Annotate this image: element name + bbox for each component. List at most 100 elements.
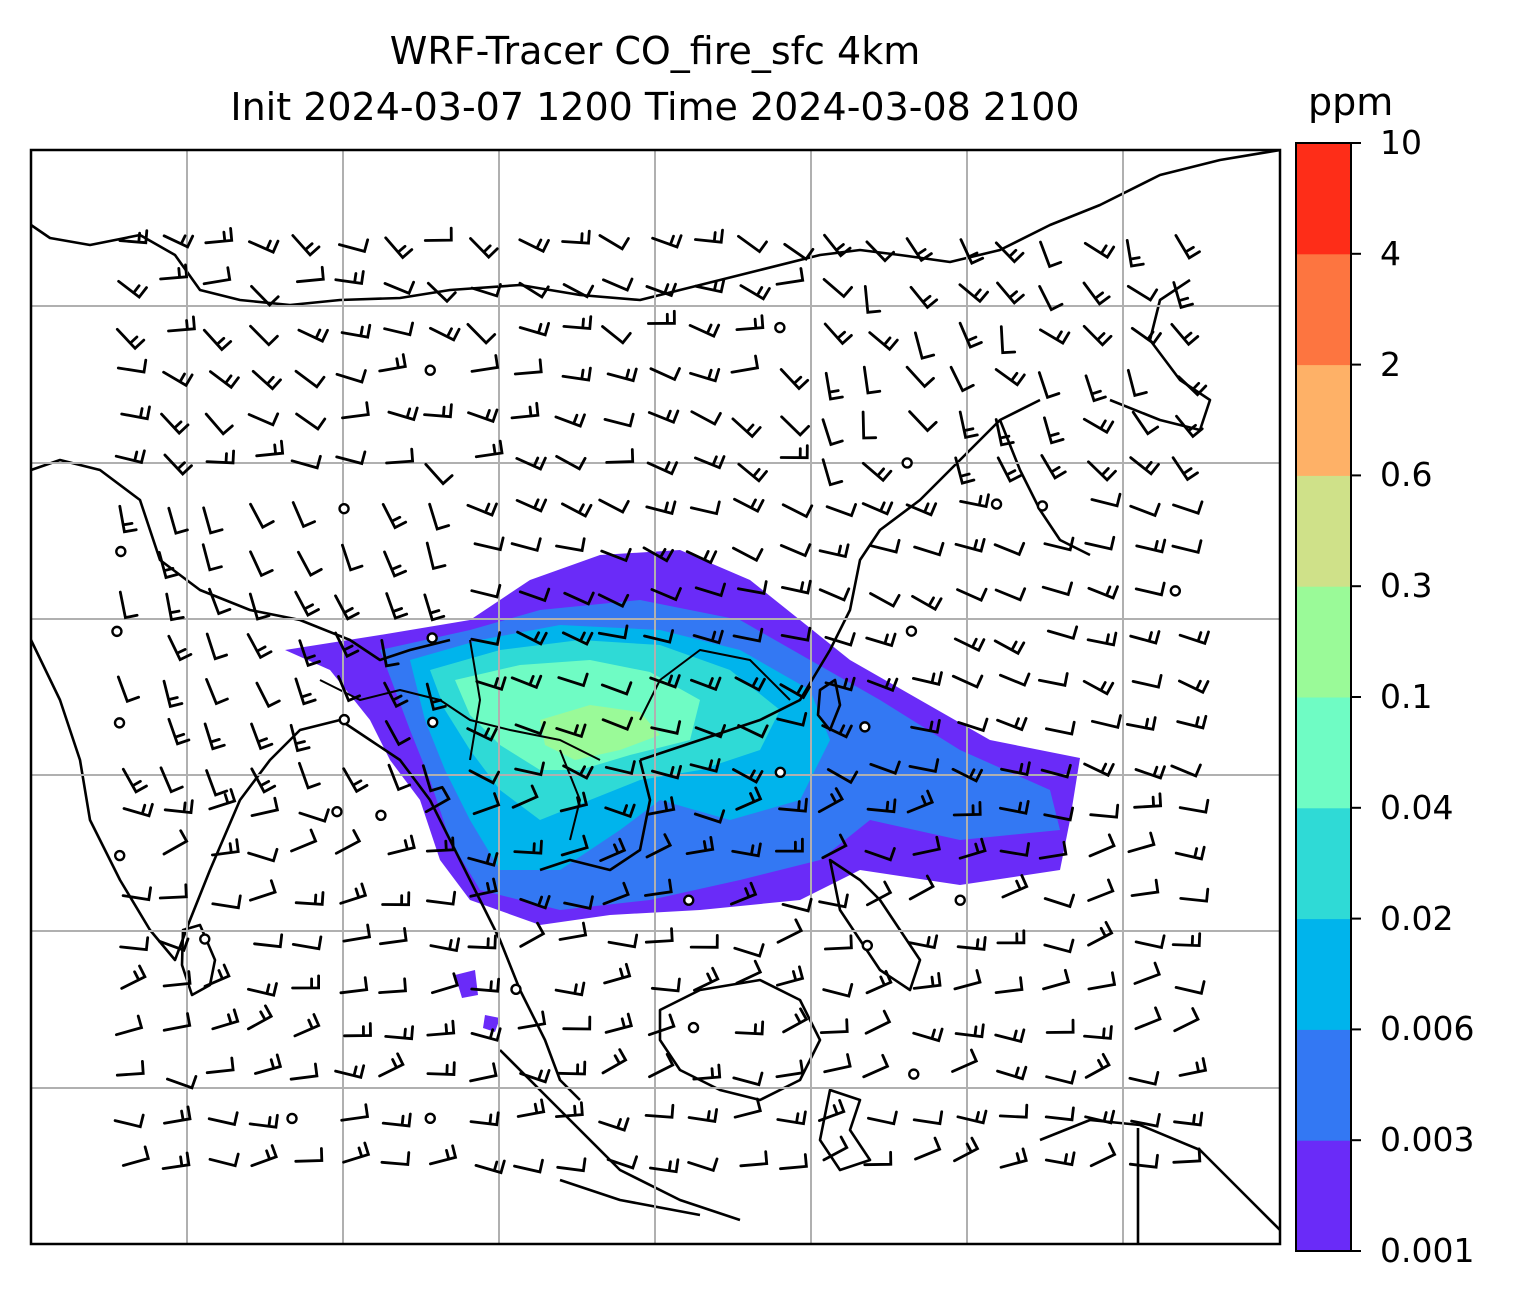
colorbar-segment: [1296, 253, 1351, 366]
wind-barb: [1040, 763, 1072, 779]
wind-barb: [1127, 831, 1156, 854]
wind-barb: [1128, 1071, 1160, 1086]
wind-barb: [510, 401, 540, 420]
wind-barb: [1039, 328, 1071, 346]
wind-barb: [248, 592, 271, 621]
wind-barb: [780, 415, 810, 437]
wind-barb: [647, 1013, 676, 1037]
wind-barb: [598, 1117, 630, 1132]
wind-barb: [1039, 240, 1063, 269]
wind-barb: [425, 836, 455, 853]
calm-wind-marker: [424, 1112, 436, 1125]
wind-barb: [1083, 762, 1115, 778]
wind-barb: [121, 767, 148, 794]
wind-barb: [116, 358, 148, 374]
calm-wind-marker: [113, 717, 126, 729]
wind-barb: [863, 1150, 893, 1167]
wind-barb: [906, 789, 935, 814]
wind-barb: [385, 447, 415, 465]
wind-barb: [867, 1110, 898, 1126]
wind-barb: [202, 266, 232, 286]
wind-barb: [423, 226, 453, 242]
wind-barb: [864, 1009, 892, 1035]
wind-barb: [297, 550, 323, 577]
wind-barb: [161, 1151, 191, 1170]
wind-barb: [823, 1053, 852, 1074]
colorbar-tick-label: 0.04: [1380, 787, 1454, 827]
wind-barb: [953, 637, 986, 653]
wind-barb: [473, 536, 505, 552]
calm-wind-marker: [687, 1021, 700, 1034]
wind-barb: [519, 1069, 551, 1084]
wind-barb: [600, 547, 632, 563]
wind-barb: [1178, 630, 1210, 646]
wind-barb: [335, 450, 367, 466]
wind-barb: [469, 1062, 498, 1083]
wind-barb: [515, 456, 547, 471]
wind-barb: [1042, 968, 1071, 991]
wind-barb: [601, 716, 634, 732]
wind-barb: [334, 631, 360, 659]
wind-barb: [563, 895, 594, 911]
coast-philippines: [828, 858, 922, 992]
wind-barb: [1090, 492, 1122, 508]
wind-barb: [1172, 281, 1194, 310]
wind-barb: [383, 681, 409, 709]
wind-barb: [644, 1103, 675, 1119]
wind-barb: [1130, 878, 1160, 897]
wind-barb: [562, 764, 594, 780]
wind-barb: [1082, 679, 1115, 696]
coast-sulawesi: [818, 1088, 872, 1172]
wind-barb: [817, 787, 845, 814]
wind-barb: [650, 977, 681, 993]
wind-barb: [294, 677, 317, 706]
wind-barb: [166, 1075, 198, 1090]
wind-barb: [1041, 581, 1073, 597]
colorbar-segment: [1296, 918, 1351, 1030]
wind-barb: [163, 1105, 192, 1125]
wind-barb: [554, 981, 586, 997]
wind-barb: [732, 1071, 764, 1087]
wind-barb: [163, 799, 194, 815]
wind-barb: [1083, 241, 1116, 260]
wind-barb: [996, 281, 1025, 305]
colorbar-tick-label: 4: [1380, 233, 1401, 273]
wind-barb: [648, 1052, 675, 1079]
wind-barb: [1087, 921, 1114, 947]
wind-barb: [340, 1103, 370, 1122]
wind-barb: [863, 285, 882, 314]
wind-barb: [202, 328, 233, 352]
wind-barb: [291, 974, 320, 990]
colorbar-tick-label: 0.003: [1380, 1120, 1475, 1160]
wind-barb: [204, 227, 234, 245]
wind-barb: [557, 672, 589, 688]
wind-barb: [597, 624, 629, 640]
wind-barb: [1131, 674, 1163, 689]
calm-wind-marker: [861, 939, 874, 952]
wind-barb: [381, 891, 411, 907]
wind-barb: [912, 1027, 944, 1043]
wind-barb: [999, 672, 1031, 687]
wind-barb: [343, 1022, 372, 1038]
wind-barb: [818, 1099, 846, 1122]
wind-barb: [819, 1018, 849, 1034]
colorbar-tick-label: 0.006: [1380, 1009, 1475, 1049]
wind-barb: [865, 632, 897, 648]
wind-barb: [1179, 887, 1210, 903]
colorbar-segment: [1296, 586, 1351, 698]
wind-barb: [334, 270, 365, 285]
wind-barb: [734, 676, 766, 692]
country-borders: [319, 639, 791, 841]
wind-barb: [1087, 460, 1117, 482]
wind-barb: [1134, 934, 1166, 950]
wind-barb: [914, 1136, 942, 1161]
calm-wind-marker: [990, 498, 1003, 510]
wind-barb: [250, 796, 280, 817]
wind-barb: [606, 1155, 638, 1170]
colorbar-segment: [1296, 1029, 1351, 1141]
wind-barb: [167, 634, 193, 662]
colorbar-tick-label: 10: [1380, 123, 1422, 162]
wind-barb: [1043, 806, 1074, 822]
wind-barb: [734, 1020, 765, 1036]
